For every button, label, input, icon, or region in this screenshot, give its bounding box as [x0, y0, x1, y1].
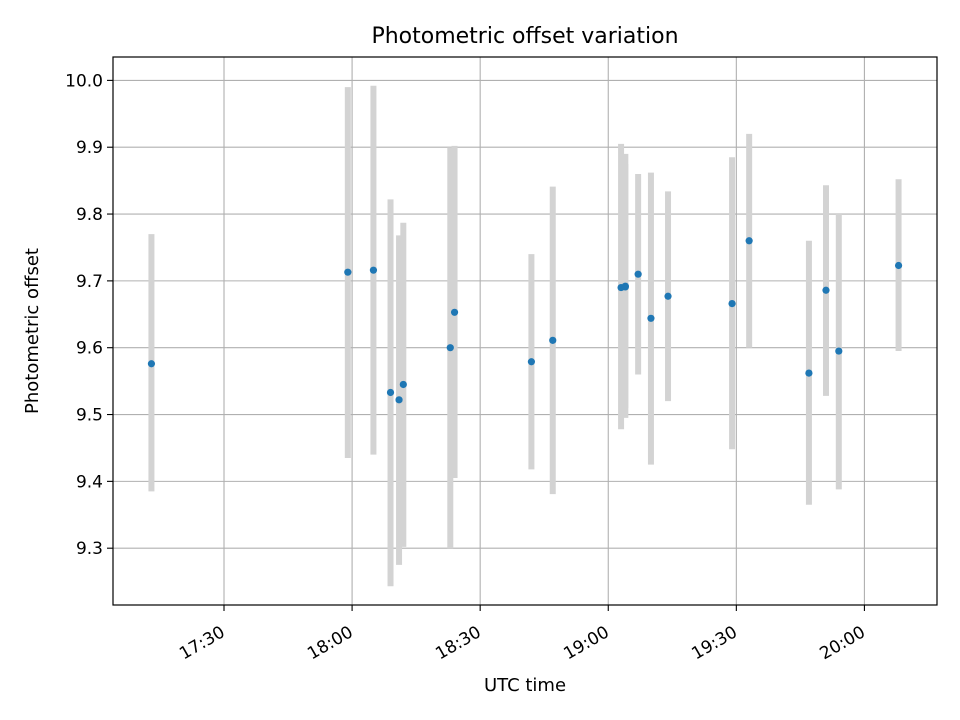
data-point [745, 237, 753, 245]
plot-frame [112, 56, 938, 606]
y-tick-label: 9.4 [76, 472, 103, 492]
grid [113, 57, 937, 605]
y-tick-label: 9.7 [76, 272, 103, 292]
y-axis-label: Photometric offset [22, 248, 43, 414]
chart-title: Photometric offset variation [371, 24, 678, 49]
data-point [647, 314, 655, 322]
data-point [805, 369, 813, 377]
data-point [369, 266, 378, 274]
data-point [386, 388, 395, 397]
y-tick-label: 9.5 [76, 406, 103, 426]
data-point [527, 358, 536, 366]
y-tick-label: 9.9 [76, 138, 103, 158]
y-tick-label: 9.8 [76, 205, 103, 225]
y-tick-label: 9.6 [76, 339, 103, 359]
data-point [894, 261, 903, 270]
y-tick-label: 9.3 [76, 539, 103, 559]
data-point [728, 300, 736, 308]
data-point [450, 308, 459, 316]
data-point [395, 396, 403, 404]
data-point [664, 292, 672, 300]
data-point [549, 336, 557, 344]
data-point [344, 268, 352, 276]
y-axis-ticks: 9.3 9.4 9.5 9.6 9.7 9.8 9.9 10.0 [65, 71, 113, 559]
data-point [399, 380, 407, 389]
y-tick-label: 10.0 [65, 71, 103, 91]
data-point [634, 270, 642, 278]
x-axis-label: UTC time [484, 675, 566, 696]
data-points [147, 237, 903, 404]
data-point [835, 347, 843, 355]
data-point [446, 344, 454, 352]
data-point [621, 283, 629, 291]
data-point [822, 286, 830, 294]
data-point [147, 360, 156, 368]
